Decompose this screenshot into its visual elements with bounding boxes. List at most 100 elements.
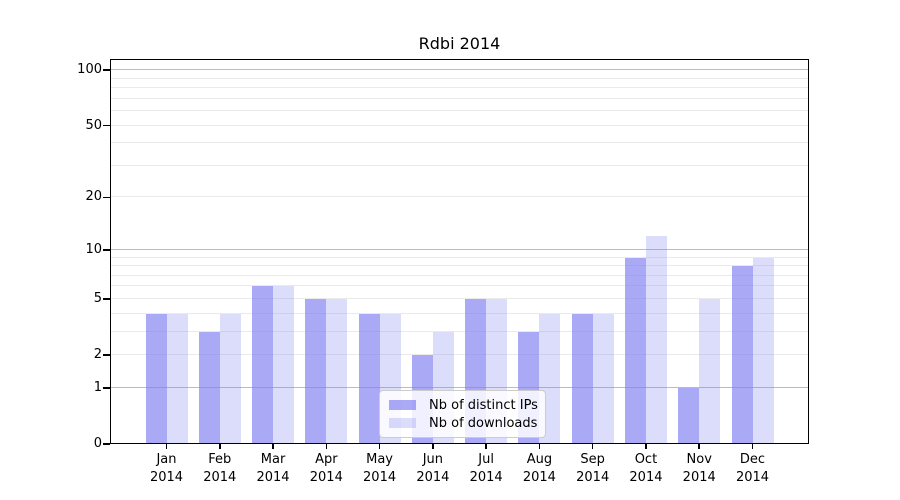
bar-apr-ips bbox=[305, 298, 327, 444]
x-tick-year: 2014 bbox=[469, 470, 503, 485]
x-tick-month: Jun bbox=[422, 452, 444, 467]
minor-gridline bbox=[110, 330, 809, 332]
y-tick-mark bbox=[103, 387, 110, 389]
minor-gridline bbox=[110, 87, 809, 89]
x-tick-year: 2014 bbox=[149, 470, 184, 485]
legend: Nb of distinct IPs Nb of downloads bbox=[379, 390, 546, 438]
x-tick-label: Jan 2014 bbox=[135, 451, 199, 487]
bar-oct-downloads bbox=[645, 236, 667, 444]
bar-mar-downloads bbox=[273, 286, 295, 444]
x-tick-month: Apr bbox=[315, 452, 338, 467]
x-tick-year: 2014 bbox=[416, 470, 450, 485]
legend-swatch-distinct-ips bbox=[389, 400, 416, 410]
bar-sep-ips bbox=[571, 313, 593, 444]
minor-gridline bbox=[110, 274, 809, 276]
legend-label-downloads: Nb of downloads bbox=[429, 415, 538, 431]
minor-gridline bbox=[110, 164, 809, 166]
legend-item-downloads: Nb of downloads bbox=[389, 415, 538, 431]
x-tick-mark bbox=[272, 444, 274, 449]
chart-title: Rdbi 2014 bbox=[418, 34, 501, 53]
x-tick-month: Dec bbox=[739, 452, 766, 467]
x-tick-label: Sep 2014 bbox=[561, 451, 625, 487]
y-tick-label: 100 bbox=[77, 62, 102, 78]
major-gridline bbox=[110, 248, 809, 250]
minor-gridline bbox=[110, 196, 809, 198]
bar-oct-ips bbox=[624, 257, 646, 444]
bar-feb-downloads bbox=[219, 313, 241, 444]
x-tick-mark bbox=[591, 444, 594, 449]
minor-gridline bbox=[110, 297, 809, 299]
x-tick-mark bbox=[378, 444, 381, 449]
y-tick-mark bbox=[103, 443, 110, 445]
x-tick-month: Jul bbox=[478, 452, 494, 467]
x-tick-year: 2014 bbox=[522, 470, 556, 485]
bar-feb-ips bbox=[198, 331, 220, 444]
x-tick-label: Mar 2014 bbox=[241, 451, 305, 487]
minor-gridline bbox=[110, 97, 809, 99]
y-tick-mark bbox=[103, 249, 110, 251]
y-tick-label: 20 bbox=[85, 189, 102, 205]
x-tick-label: Oct 2014 bbox=[614, 451, 678, 487]
x-tick-label: Feb 2014 bbox=[188, 451, 252, 487]
plot-area bbox=[110, 59, 809, 444]
x-tick-label: Jul 2014 bbox=[454, 451, 518, 487]
x-tick-month: Mar bbox=[260, 452, 286, 467]
x-tick-label: Apr 2014 bbox=[294, 451, 358, 487]
x-tick-year: 2014 bbox=[363, 470, 397, 485]
bar-dec-downloads bbox=[752, 257, 774, 444]
y-tick-label: 5 bbox=[93, 290, 102, 306]
x-tick-label: Nov 2014 bbox=[667, 451, 731, 487]
minor-gridline bbox=[110, 77, 809, 79]
x-tick-mark bbox=[751, 444, 754, 449]
major-gridline bbox=[110, 386, 809, 388]
x-tick-mark bbox=[485, 444, 487, 449]
minor-gridline bbox=[110, 312, 809, 314]
bar-dec-ips bbox=[731, 266, 753, 444]
x-tick-label: Dec 2014 bbox=[721, 451, 785, 487]
y-tick-label: 1 bbox=[93, 379, 102, 395]
x-tick-year: 2014 bbox=[735, 470, 770, 485]
legend-swatch-downloads bbox=[389, 418, 416, 428]
x-tick-mark bbox=[538, 444, 541, 449]
y-tick-label: 10 bbox=[85, 241, 102, 257]
y-tick-mark bbox=[103, 69, 110, 71]
minor-gridline bbox=[110, 110, 809, 112]
x-tick-month: Oct bbox=[634, 452, 658, 467]
y-tick-mark bbox=[103, 354, 110, 356]
x-tick-mark bbox=[645, 444, 647, 449]
major-gridline bbox=[110, 69, 809, 71]
x-tick-year: 2014 bbox=[203, 470, 237, 485]
x-tick-month: Jan bbox=[156, 452, 177, 467]
x-tick-month: Feb bbox=[208, 452, 232, 467]
y-tick-mark bbox=[103, 124, 110, 127]
bar-mar-ips bbox=[252, 286, 274, 444]
x-tick-mark bbox=[165, 444, 168, 449]
y-tick-label: 0 bbox=[93, 436, 102, 451]
x-tick-year: 2014 bbox=[576, 470, 610, 485]
x-tick-year: 2014 bbox=[629, 470, 663, 485]
y-tick-label: 2 bbox=[93, 347, 102, 363]
x-tick-month: May bbox=[366, 452, 394, 467]
bar-jan-ips bbox=[145, 313, 167, 444]
y-tick-mark bbox=[103, 196, 110, 199]
x-tick-mark bbox=[219, 444, 221, 449]
bar-sep-downloads bbox=[592, 313, 614, 444]
x-tick-label: May 2014 bbox=[348, 451, 412, 487]
y-tick-mark bbox=[103, 298, 110, 300]
bar-apr-downloads bbox=[326, 298, 348, 444]
minor-gridline bbox=[110, 124, 809, 126]
x-tick-month: Aug bbox=[526, 452, 553, 467]
bar-nov-ips bbox=[678, 387, 700, 444]
y-tick-label: 50 bbox=[85, 117, 102, 133]
x-tick-label: Jun 2014 bbox=[401, 451, 465, 487]
legend-item-distinct-ips: Nb of distinct IPs bbox=[389, 397, 538, 413]
x-tick-month: Nov bbox=[686, 452, 712, 467]
bar-may-ips bbox=[358, 313, 380, 444]
x-tick-year: 2014 bbox=[682, 470, 716, 485]
x-tick-year: 2014 bbox=[309, 470, 343, 485]
x-tick-year: 2014 bbox=[256, 470, 290, 485]
x-tick-month: Sep bbox=[580, 452, 605, 467]
legend-label-distinct-ips: Nb of distinct IPs bbox=[429, 397, 538, 413]
x-tick-label: Aug 2014 bbox=[507, 451, 571, 487]
